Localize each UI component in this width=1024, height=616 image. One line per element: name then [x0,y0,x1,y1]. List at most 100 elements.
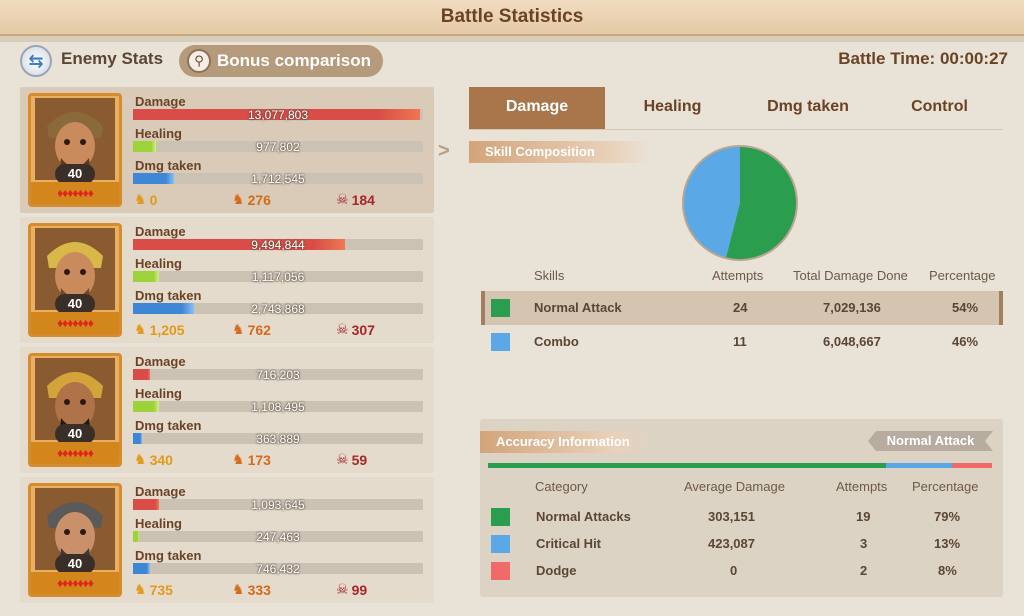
hero-portrait[interactable]: 40 ♦♦♦♦♦♦♦ [28,353,122,467]
pie-slice-1 [684,147,740,258]
hero-portrait[interactable]: 40 ♦♦♦♦♦♦♦ [28,223,122,337]
stat-wounded: ♞ 276 [232,191,271,208]
stat-kills-value: 99 [351,581,368,598]
stat-kills: ☠ 184 [336,191,375,208]
title-divider [0,36,1024,42]
damage-label: Damage [135,94,186,109]
healing-bar: 977,802 [133,140,423,154]
stat-wounded-value: 276 [247,191,271,208]
tab-bar: Damage Healing Dmg taken Control [469,87,1003,129]
col-average-damage: Average Damage [684,479,785,494]
bonus-comparison-label: Bonus comparison [217,51,371,70]
accuracy-percentage: 8% [938,563,957,578]
accuracy-category: Critical Hit [536,536,602,551]
skull-icon: ☠ [336,191,349,207]
wounded-soldier-icon: ♞ [232,581,245,597]
blue-swatch [491,333,510,351]
skill-attempts: 11 [733,334,747,349]
soldier-icon: ♞ [134,191,147,207]
bonus-comparison-button[interactable]: ⚲ Bonus comparison [179,45,383,77]
damage-value: 9,494,844 [251,238,305,252]
accuracy-attempts: 19 [856,509,871,524]
dmg-taken-value: 363,889 [256,432,300,446]
col-attempts: Attempts [836,479,888,494]
stat-shield: ♞ 0 [134,191,157,208]
healing-value: 977,802 [256,140,300,154]
green-swatch [491,508,510,526]
soldier-icon: ♞ [134,581,147,597]
dmg-taken-label: Dmg taken [135,158,202,173]
hero-level: 40 [55,424,95,444]
damage-label: Damage [135,354,186,369]
damage-bar: 13,077,803 [133,108,423,122]
accuracy-panel: Accuracy Information Normal Attack Categ… [480,419,1003,597]
stat-shield: ♞ 735 [134,581,173,598]
hero-portrait[interactable]: 40 ♦♦♦♦♦♦♦ [28,483,122,597]
damage-bar-fill [133,499,160,510]
accuracy-percentage: 13% [934,536,961,551]
attack-type-selector[interactable]: Normal Attack [868,431,993,451]
swap-icon[interactable]: ⇆ [20,45,52,77]
accuracy-row-critical: Critical Hit 423,087 3 13% [480,531,1003,558]
pie-slice-0 [726,147,796,259]
tab-damage[interactable]: Damage [469,87,605,129]
hero-row[interactable]: 40 ♦♦♦♦♦♦♦ Damage 716,203 Healing 1,108,… [20,347,434,473]
skill-name: Combo [534,334,579,349]
col-total-damage: Total Damage Done [793,268,908,283]
stat-wounded-value: 762 [247,321,271,338]
dmg-taken-value: 2,743,868 [251,302,305,316]
red-swatch [491,562,510,580]
healing-label: Healing [135,126,182,141]
stat-kills-value: 59 [351,451,368,468]
hero-row[interactable]: 40 ♦♦♦♦♦♦♦ Damage 9,494,844 Healing 1,11… [20,217,434,343]
skill-row-normal-attack[interactable]: Normal Attack 24 7,029,136 54% [481,291,1003,325]
hero-level: 40 [55,554,95,574]
stat-kills: ☠ 99 [336,581,367,598]
col-category: Category [535,479,588,494]
damage-bar: 716,203 [133,368,423,382]
healing-label: Healing [135,386,182,401]
dmg-taken-value: 746,432 [256,562,300,576]
skill-row-combo[interactable]: Combo 11 6,048,667 46% [481,325,1003,359]
stat-kills: ☠ 59 [336,451,367,468]
stat-shield-value: 1,205 [149,321,185,338]
detail-panel: Damage Healing Dmg taken Control Skill C… [469,87,1003,597]
col-attempts: Attempts [712,268,764,283]
healing-bar-fill [133,271,160,282]
dmg-taken-bar: 746,432 [133,562,423,576]
hero-row[interactable]: 40 ♦♦♦♦♦♦♦ Damage 1,093,645 Healing 247,… [20,477,434,603]
accuracy-attempts: 3 [860,536,868,551]
accuracy-category: Dodge [536,563,577,578]
hero-row[interactable]: 40 ♦♦♦♦♦♦♦ Damage 13,077,803 Healing 977… [20,87,434,213]
damage-value: 13,077,803 [247,108,309,122]
accuracy-bar-normal [488,463,887,468]
tab-control[interactable]: Control [911,98,968,115]
skill-pie-chart [681,144,799,262]
skill-composition-label: Skill Composition [469,141,649,163]
col-percentage: Percentage [912,479,979,494]
tab-healing[interactable]: Healing [643,98,702,115]
stat-kills-value: 307 [351,321,375,338]
skull-icon: ☠ [336,451,349,467]
healing-bar: 1,117,056 [133,270,423,284]
star-gems-icon: ♦♦♦♦♦♦♦ [31,442,119,464]
dmg-taken-label: Dmg taken [135,548,202,563]
tab-dmg-taken[interactable]: Dmg taken [767,98,849,115]
healing-bar-fill [133,401,160,412]
hero-portrait[interactable]: 40 ♦♦♦♦♦♦♦ [28,93,122,207]
healing-label: Healing [135,256,182,271]
skill-name: Normal Attack [534,300,622,315]
damage-value: 1,093,645 [251,498,305,512]
wounded-soldier-icon: ♞ [232,191,245,207]
stat-wounded: ♞ 762 [232,321,271,338]
healing-value: 247,463 [256,530,300,544]
healing-label: Healing [135,516,182,531]
enemy-stats-label[interactable]: Enemy Stats [61,49,164,68]
damage-bar-fill [133,369,151,380]
stat-wounded-value: 173 [247,451,271,468]
soldier-icon: ♞ [134,451,147,467]
hero-level: 40 [55,164,95,184]
soldier-icon: ♞ [134,321,147,337]
damage-value: 716,203 [256,368,300,382]
